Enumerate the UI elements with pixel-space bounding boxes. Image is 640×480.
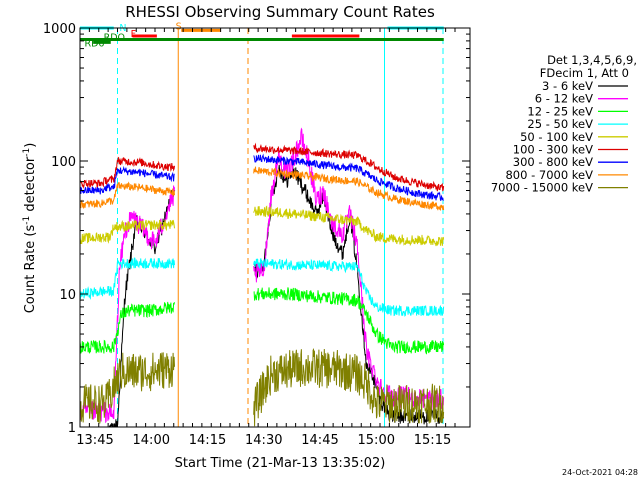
x-tick-label: 14:45 xyxy=(301,433,338,448)
legend-label-7: 300 - 800 keV xyxy=(513,155,593,169)
series-1-segment-2 xyxy=(253,164,444,425)
flag-label-f: F xyxy=(131,29,136,40)
legend-label-2: 6 - 12 keV xyxy=(535,92,593,106)
legend: Det 1,3,4,5,6,9, FDecim 1, Att 0 3 - 6 k… xyxy=(491,53,637,195)
legend-label-9: 7000 - 15000 keV xyxy=(491,181,593,195)
y-tick-label-1: 1 xyxy=(68,421,76,436)
x-axis-label: Start Time (21-Mar-13 13:35:02) xyxy=(175,456,386,471)
x-tick-label: 14:15 xyxy=(189,433,226,448)
x-tick-label: 15:15 xyxy=(414,433,451,448)
series-6-segment-2 xyxy=(253,142,445,192)
series-9-segment-2 xyxy=(253,347,445,427)
x-axis-ticks: 13:45 14:00 14:15 14:30 14:45 15:00 15:15 xyxy=(76,28,456,448)
series-6-segment-1 xyxy=(80,156,175,190)
series-4-segment-1 xyxy=(80,257,175,300)
x-tick-label: 14:00 xyxy=(133,433,170,448)
legend-label-8: 800 - 7000 keV xyxy=(505,168,593,182)
y-axis-label-sup1: -1 xyxy=(22,216,32,225)
series-7-segment-2 xyxy=(253,153,444,202)
y-tick-label-10: 10 xyxy=(59,288,76,303)
series-9-segment-1 xyxy=(80,352,175,424)
y-axis-label-part3: ) xyxy=(23,143,38,148)
y-axis-label-part1: Count Rate (s xyxy=(23,225,38,314)
legend-label-3: 12 - 25 keV xyxy=(527,104,593,118)
series-8-segment-1 xyxy=(80,181,175,209)
legend-label-6: 100 - 300 keV xyxy=(513,143,593,157)
x-tick-label: 15:00 xyxy=(358,433,395,448)
x-tick-label: 13:45 xyxy=(76,433,113,448)
legend-header-line1: Det 1,3,4,5,6,9, xyxy=(547,53,637,67)
x-tick-label: 14:30 xyxy=(245,433,282,448)
series-5-segment-2 xyxy=(253,205,445,247)
date-stamp: 24-Oct-2021 04:28 xyxy=(562,468,638,477)
series-4-segment-2 xyxy=(253,258,445,317)
legend-label-1: 3 - 6 keV xyxy=(542,79,593,93)
series-3-segment-1 xyxy=(80,301,175,354)
y-tick-label-100: 100 xyxy=(51,155,76,170)
series-8-segment-2 xyxy=(253,166,445,211)
series-5-segment-1 xyxy=(80,219,175,244)
series-7-segment-1 xyxy=(80,165,175,195)
y-axis-label-sup2: -1 xyxy=(22,148,32,157)
legend-label-4: 25 - 50 keV xyxy=(527,117,593,131)
y-axis-label-part2: detector xyxy=(23,156,38,216)
plot-frame xyxy=(79,27,471,428)
y-axis-ticks: 1 10 100 1000 xyxy=(43,22,470,436)
y-axis-label: Count Rate (s-1 detector-1) xyxy=(22,143,38,314)
series-3-segment-2 xyxy=(253,287,445,355)
marker-lines xyxy=(80,28,444,427)
flag-label-s: S xyxy=(176,21,182,32)
y-tick-label-1000: 1000 xyxy=(43,22,76,37)
chart-title: RHESSI Observing Summary Count Rates xyxy=(125,3,435,21)
legend-header-line2: FDecim 1, Att 0 xyxy=(540,66,629,80)
flag-label-rdo: RDO xyxy=(104,32,125,43)
series-lines xyxy=(80,127,445,427)
flag-label-rd6: RD6 xyxy=(85,38,105,49)
legend-label-5: 50 - 100 keV xyxy=(520,130,593,144)
